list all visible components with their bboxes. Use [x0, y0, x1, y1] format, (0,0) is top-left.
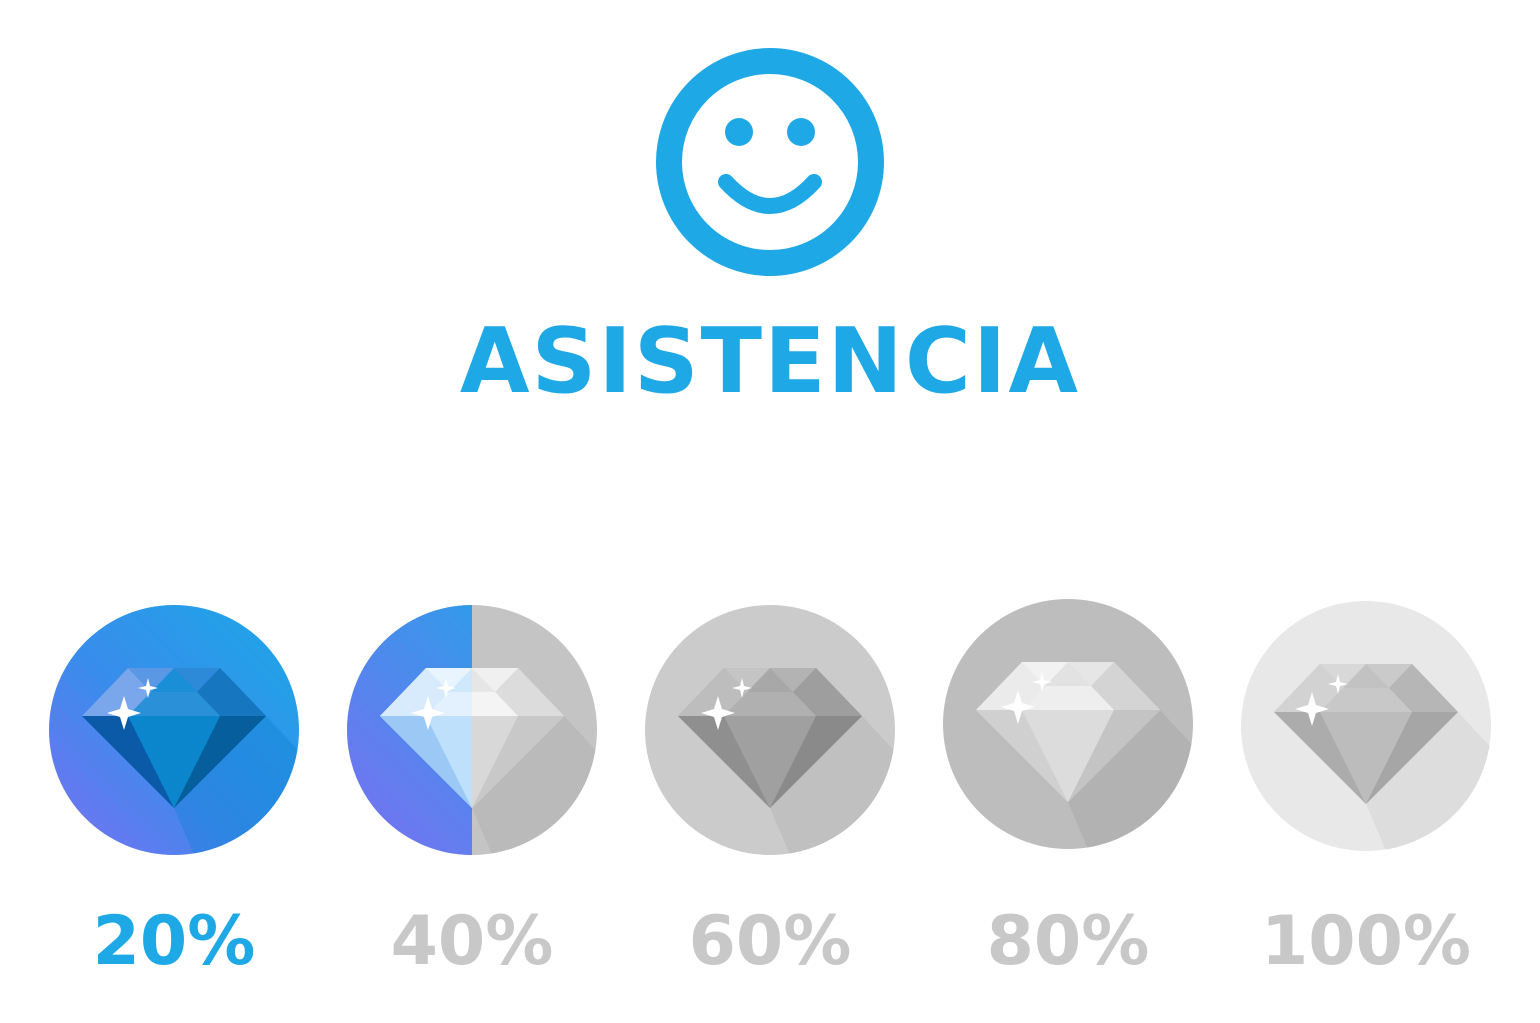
level-badge-20	[48, 604, 300, 856]
diamond-icon	[48, 604, 300, 856]
level-badge-40	[346, 604, 598, 856]
diamond-icon	[942, 598, 1194, 850]
diamond-icon	[346, 604, 598, 856]
smiley-face-icon	[656, 48, 884, 276]
page-title: ASISTENCIA	[0, 312, 1540, 412]
level-label-20: 20%	[24, 902, 324, 982]
level-badge-100	[1240, 600, 1492, 852]
level-badge-80	[942, 598, 1194, 850]
level-label-40: 40%	[322, 902, 622, 982]
diamond-icon	[1240, 600, 1492, 852]
level-label-100: 100%	[1216, 902, 1516, 982]
level-badge-60	[644, 604, 896, 856]
level-label-60: 60%	[620, 902, 920, 982]
level-label-80: 80%	[918, 902, 1218, 982]
diamond-icon	[644, 604, 896, 856]
